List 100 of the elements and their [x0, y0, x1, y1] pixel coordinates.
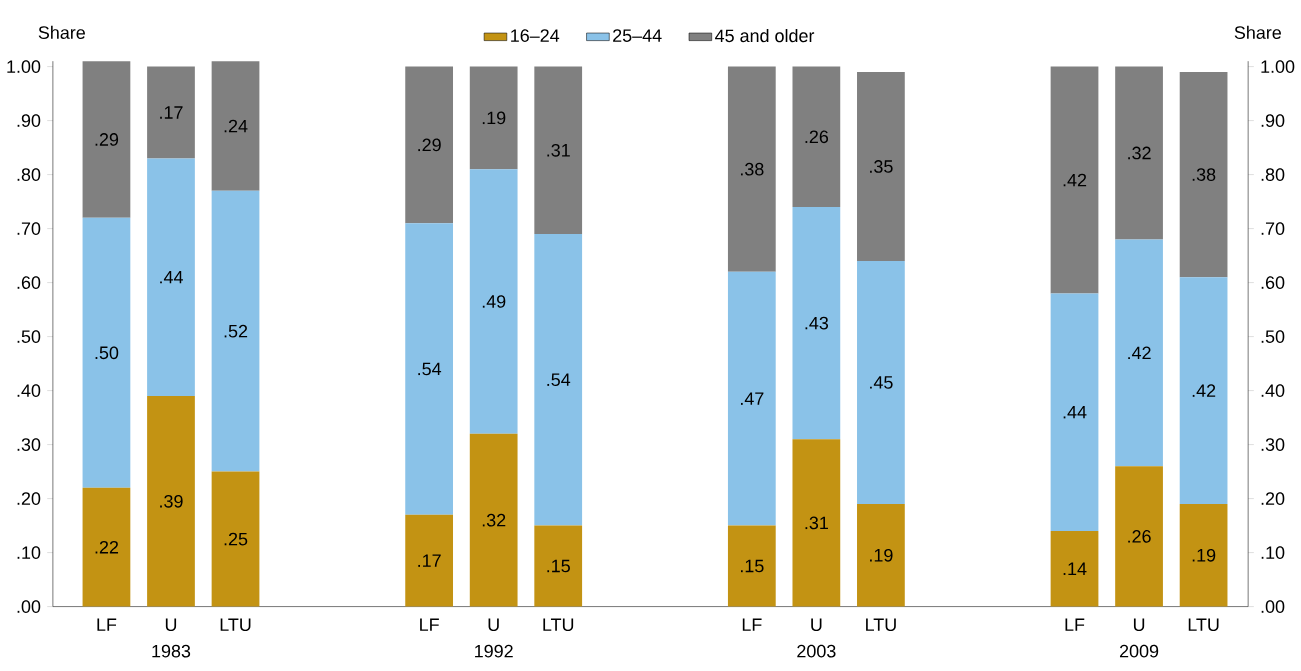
bar — [405, 66, 454, 223]
y-axis-title: Share — [38, 25, 85, 39]
bar — [1115, 465, 1163, 607]
data-label: .44 — [160, 270, 183, 284]
bar — [1050, 530, 1099, 607]
data-label: .50 — [95, 346, 119, 359]
y-tick-label: .80 — [17, 168, 41, 181]
bar — [857, 71, 905, 261]
data-label: .29 — [95, 132, 119, 146]
bar — [534, 233, 583, 526]
x-tick-label: U — [1133, 618, 1145, 631]
x-tick-label: LF — [420, 618, 439, 631]
data-label: .35 — [870, 159, 893, 173]
data-label: .42 — [1192, 384, 1216, 397]
bar — [211, 471, 260, 607]
y2-axis-title: Share — [1234, 25, 1281, 39]
data-label: .26 — [1128, 529, 1151, 543]
x-tick-label: LF — [97, 618, 117, 631]
data-label: .42 — [1063, 173, 1087, 187]
data-label: .49 — [482, 294, 506, 308]
y-tick-label: .60 — [17, 276, 41, 289]
y2-tick-label: .20 — [1261, 492, 1285, 505]
bar — [792, 206, 841, 439]
bar — [211, 190, 260, 472]
bar — [534, 525, 583, 607]
data-label: .14 — [1063, 562, 1087, 575]
bar — [792, 438, 841, 607]
y2-tick-label: .80 — [1261, 168, 1285, 181]
data-label: .22 — [95, 540, 119, 554]
x-tick-label: LTU — [866, 618, 896, 631]
data-label: .43 — [805, 316, 829, 330]
data-label: .47 — [740, 392, 764, 405]
data-label: .19 — [1192, 548, 1216, 562]
x-tick-label: LTU — [220, 618, 251, 631]
data-label: .26 — [805, 130, 829, 143]
data-label: .38 — [1192, 168, 1216, 181]
y-tick-label: .90 — [17, 114, 41, 127]
x-tick-label: LF — [742, 618, 762, 631]
x-tick-label: U — [811, 618, 822, 631]
data-label: .31 — [547, 143, 570, 157]
legend-label: 45 and older — [715, 28, 815, 42]
bar — [534, 66, 583, 234]
bar — [82, 487, 131, 607]
bar — [405, 514, 454, 607]
bar — [405, 222, 454, 515]
y-tick-label: .00 — [17, 600, 41, 613]
y2-tick-label: .00 — [1261, 600, 1285, 613]
y-tick-label: .20 — [17, 492, 41, 505]
x-tick-label: U — [488, 618, 499, 631]
x-tick-label: LTU — [1188, 618, 1219, 631]
y-tick-label: .50 — [17, 330, 41, 343]
data-label: .15 — [547, 559, 570, 573]
y2-tick-label: .90 — [1261, 114, 1285, 127]
bar — [82, 217, 131, 488]
data-label: .25 — [224, 532, 248, 546]
bar — [147, 158, 195, 396]
text: 1983 — [152, 644, 191, 658]
data-label: .19 — [482, 111, 506, 125]
y2-tick-label: .30 — [1261, 438, 1285, 451]
text: 2003 — [797, 644, 836, 658]
data-label: .45 — [870, 376, 893, 389]
bar — [727, 525, 776, 607]
bar — [1179, 276, 1228, 504]
bar — [1179, 71, 1228, 277]
bar — [1115, 239, 1163, 466]
y-tick-label: .30 — [17, 438, 41, 451]
y2-tick-label: 1.00 — [1261, 60, 1295, 73]
data-label: .54 — [418, 362, 442, 376]
data-label: .24 — [224, 119, 248, 133]
x-tick-label: LF — [1065, 618, 1085, 631]
bar — [1050, 293, 1099, 531]
legend-label: 16–24 — [511, 28, 560, 42]
bar — [792, 66, 841, 207]
bar — [469, 433, 518, 607]
bar — [857, 503, 905, 607]
y2-tick-label: .10 — [1261, 546, 1285, 559]
bar — [1115, 66, 1163, 240]
data-label: .17 — [160, 106, 183, 119]
bar — [727, 271, 776, 526]
bar — [1179, 503, 1228, 607]
y-tick-label: 1.00 — [7, 60, 41, 73]
bar — [147, 395, 195, 607]
data-label: .32 — [482, 513, 506, 527]
data-label: .39 — [160, 494, 183, 508]
bar — [727, 66, 776, 272]
data-label: .54 — [547, 373, 571, 386]
bar — [1050, 66, 1099, 294]
data-label: .38 — [740, 162, 764, 176]
y2-tick-label: .40 — [1261, 384, 1285, 397]
bar — [82, 60, 131, 218]
data-label: .52 — [224, 324, 248, 338]
bar — [469, 66, 518, 169]
y2-tick-label: .60 — [1261, 276, 1285, 289]
x-tick-label: LTU — [543, 618, 574, 631]
bar — [147, 66, 195, 159]
bar — [211, 60, 260, 191]
x-tick-label: U — [165, 618, 177, 631]
y2-tick-label: .50 — [1261, 330, 1285, 343]
legend-label: 25–44 — [613, 28, 662, 42]
y-tick-label: .10 — [17, 546, 41, 559]
